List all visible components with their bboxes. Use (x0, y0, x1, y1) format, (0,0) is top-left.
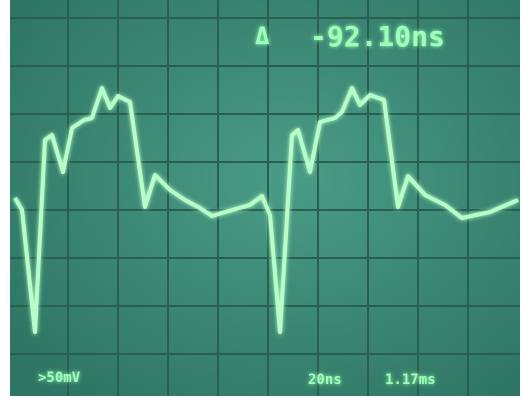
cursor-delta-readout: -92.10ns (310, 20, 445, 53)
channel-scale-readout: >50mV (38, 370, 81, 386)
time-base-readout: 20ns (308, 372, 342, 388)
graticule (10, 0, 520, 396)
waveform-trace (13, 86, 519, 334)
delay-readout: 1.17ms (385, 372, 436, 388)
cursor-symbol: Δ (255, 22, 270, 50)
